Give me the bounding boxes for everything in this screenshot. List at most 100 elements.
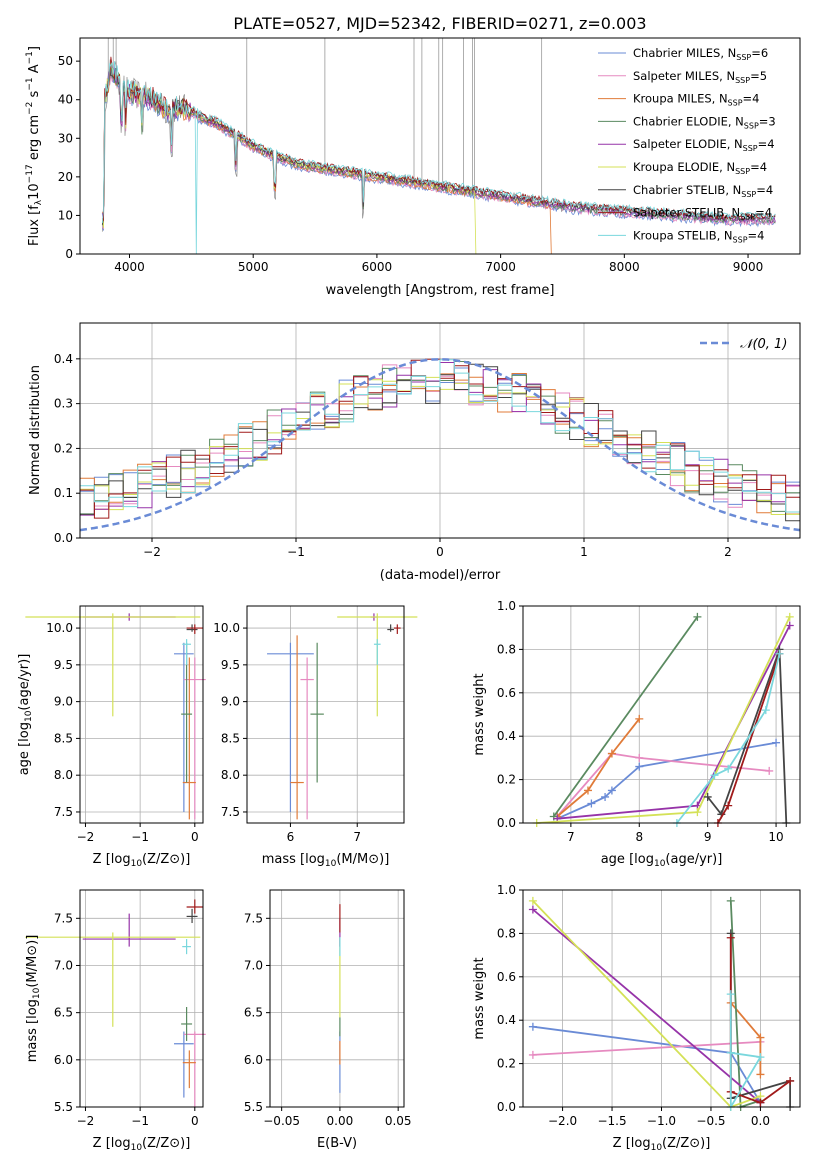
data-marker (772, 738, 781, 747)
panel-frame (246, 605, 405, 824)
legend-label: Chabrier MILES, NSSP=6 (633, 46, 768, 62)
y-tick-label: 0.2 (497, 773, 516, 787)
legend-label: Salpeter MILES, NSSP=5 (633, 69, 767, 85)
residuals-ylabel: Normed distribution (28, 365, 43, 495)
data-marker (635, 714, 644, 723)
y-tick-label: 30 (58, 131, 73, 145)
data-marker (726, 933, 735, 942)
data-marker (775, 649, 784, 658)
x-tick-label: −1 (131, 830, 149, 844)
legend-label: Chabrier STELIB, NSSP=4 (633, 183, 773, 199)
y-tick-label: 7.5 (244, 911, 263, 925)
y-tick-label: 9.0 (221, 695, 240, 709)
weight-series-line (532, 908, 761, 1104)
weight-series-line (556, 741, 777, 820)
panel-frame (522, 605, 801, 824)
data-marker (785, 612, 794, 621)
data-marker (756, 1033, 765, 1042)
x-tick-label: 6000 (362, 260, 393, 274)
y-tick-label: 8.5 (54, 731, 73, 745)
y-tick-label: 0.2 (54, 441, 73, 455)
weight-series-line (556, 718, 641, 818)
data-marker (635, 753, 644, 762)
x-tick-label: 7 (353, 830, 361, 844)
data-marker (693, 808, 702, 817)
x-tick-label: −0.5 (696, 1114, 725, 1128)
x-tick-label: 8000 (609, 260, 640, 274)
legend-label: Kroupa ELODIE, NSSP=4 (633, 160, 767, 176)
spectrum-title: PLATE=0527, MJD=52342, FIBERID=0271, z=0… (233, 14, 646, 33)
y-tick-label: 0.0 (54, 531, 73, 545)
y-tick-label: 0.1 (54, 486, 73, 500)
data-marker (786, 1076, 795, 1085)
y-tick-label: 0.2 (497, 1057, 516, 1071)
data-marker (761, 706, 770, 715)
data-marker (726, 1048, 735, 1057)
x-tick-label: 0 (191, 1114, 199, 1128)
axis-label: mass [log10(M/M⊙)] (25, 935, 42, 1063)
histogram-series-line (80, 363, 800, 522)
y-tick-label: 0.4 (497, 729, 516, 743)
y-tick-label: 8.0 (54, 768, 73, 782)
y-tick-label: 6.5 (54, 1006, 73, 1020)
axis-label: Z [log10(Z/Z⊙)] (93, 852, 191, 869)
x-tick-label: −2 (77, 1114, 95, 1128)
panel-frame (269, 889, 405, 1108)
data-marker (607, 749, 616, 758)
data-marker (765, 766, 774, 775)
x-tick-label: 5000 (238, 260, 269, 274)
y-tick-label: 0.8 (497, 926, 516, 940)
data-marker (587, 799, 596, 808)
weight-vs-age-panel: 7 8 9 10 0.0 0.2 0.4 0.6 0.8 1.0 age [log10(age/yr… (472, 599, 801, 869)
y-tick-label: 0.0 (497, 816, 516, 830)
data-marker (724, 764, 733, 773)
data-marker (726, 896, 735, 905)
x-tick-label: 7 (567, 830, 575, 844)
data-marker (635, 762, 644, 771)
data-marker (583, 786, 592, 795)
x-tick-label: −1 (131, 1114, 149, 1128)
data-marker (724, 801, 733, 810)
y-tick-label: 8.5 (221, 731, 240, 745)
weight-series-line (556, 752, 770, 818)
age-vs-Z-panel: −2 −1 0 7.5 8.0 8.5 9.0 9.5 10.0 Z [log10(Z/Z⊙)] a… (17, 605, 206, 869)
y-tick-label: 0.6 (497, 686, 516, 700)
axis-label: age [log10(age/yr)] (17, 654, 34, 776)
panel-frame (79, 889, 204, 1108)
y-tick-label: 9.5 (221, 658, 240, 672)
y-tick-label: 5.5 (54, 1100, 73, 1114)
x-tick-label: 8 (635, 830, 643, 844)
data-marker (710, 771, 719, 780)
x-tick-label: 6 (287, 830, 295, 844)
residuals-frame (79, 322, 801, 539)
legend-label: Kroupa STELIB, NSSP=4 (633, 228, 764, 244)
y-tick-label: 7.5 (54, 911, 73, 925)
y-tick-label: 6.0 (244, 1053, 263, 1067)
y-tick-label: 7.0 (54, 958, 73, 972)
model-spectrum-line (101, 61, 776, 255)
spectrum-ylabel: Flux [fλ10−17 erg cm−2 s−1 A−1] (25, 46, 44, 246)
x-tick-label: −1 (287, 545, 305, 559)
residuals-panel: 𝒩(0, 1) −2 −1 0 1 2 0.0 0.1 0.2 0.3 0.4 (data-mode… (28, 322, 801, 583)
y-tick-label: 9.5 (54, 658, 73, 672)
data-marker (756, 1098, 765, 1107)
x-tick-label: 7000 (485, 260, 516, 274)
age-vs-mass-panel: 6 7 7.5 8.0 8.5 9.0 9.5 10.0 mass [log10(M/M⊙)] (213, 605, 418, 869)
spectrum-panel: PLATE=0527, MJD=52342, FIBERID=0271, z=0… (25, 14, 801, 298)
y-tick-label: 7.0 (244, 958, 263, 972)
weight-series-line (532, 1041, 761, 1056)
weight-series-line (553, 616, 699, 818)
y-tick-label: 40 (58, 93, 73, 107)
y-tick-label: 6.0 (54, 1053, 73, 1067)
y-tick-label: 1.0 (497, 599, 516, 613)
y-tick-label: 20 (58, 170, 73, 184)
axis-label: mass weight (472, 957, 487, 1039)
axis-label: Z [log10(Z/Z⊙)] (613, 1136, 711, 1153)
y-tick-label: 1.0 (497, 883, 516, 897)
y-tick-label: 8.0 (221, 768, 240, 782)
mass-vs-Z-panel: −2 −1 0 5.5 6.0 6.5 7.0 7.5 Z [log10(Z/Z⊙)] mass … (25, 889, 206, 1153)
data-marker (785, 621, 794, 630)
y-tick-label: 10.0 (213, 621, 240, 635)
x-tick-label: 0.05 (385, 1114, 412, 1128)
